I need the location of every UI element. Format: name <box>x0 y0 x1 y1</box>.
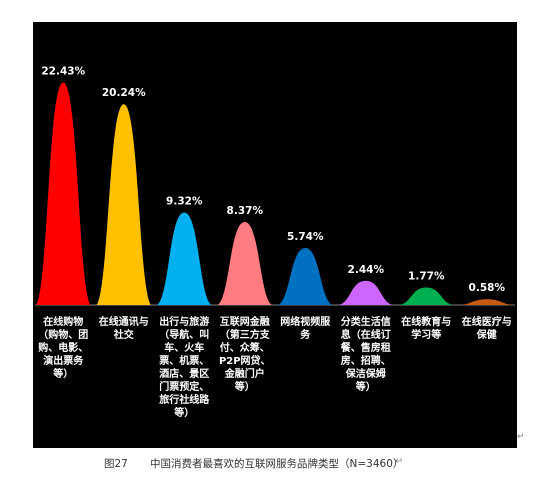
category-label-line: 付、众筹、 <box>220 341 270 354</box>
bar-8 <box>459 299 514 305</box>
category-label-line: 等） <box>53 367 73 380</box>
bar-2 <box>96 104 151 305</box>
data-label-8: 0.58% <box>469 282 506 294</box>
bar-6 <box>338 280 393 305</box>
category-label-line: 金融门户 <box>224 367 265 380</box>
category-label-line: 在线医疗与 <box>462 315 512 328</box>
category-label-line: 在线教育与 <box>401 315 451 328</box>
category-label-line: 互联网金融 <box>220 315 270 328</box>
data-label-7: 1.77% <box>408 270 445 282</box>
category-label-line: 购、电影、 <box>38 341 88 354</box>
category-label-line: 网络视频服 <box>280 315 331 328</box>
paragraph-return-mark: ↵ <box>517 432 525 442</box>
category-label-line: 保健 <box>476 328 497 341</box>
category-label-line: 房、招聘、 <box>341 354 391 367</box>
bar-5 <box>278 248 333 305</box>
category-label-line: 等） <box>356 380 376 393</box>
bar-1 <box>36 82 91 305</box>
category-label-line: 息（在线订 <box>341 328 391 341</box>
category-label-7: 在线教育与学习等 <box>401 315 451 341</box>
category-label-line: 等） <box>235 380 255 393</box>
category-label-4: 互联网金融（第三方支付、众筹、 P2P网贷、金融门户等） <box>219 315 271 393</box>
data-label-3: 9.32% <box>166 196 203 208</box>
category-label-line: 社交 <box>113 328 134 341</box>
caption-title: 中国消费者最喜欢的互联网服务品牌类型（N=3460） <box>150 458 404 470</box>
category-label-line: 旅行社线路 <box>159 393 210 406</box>
data-label-2: 20.24% <box>102 87 146 99</box>
bar-3 <box>157 212 212 305</box>
category-label-8: 在线医疗与保健 <box>462 315 512 341</box>
chart-panel: 22.43% 在线购物（购物、团购、电影、演出票务等） 20.24% 在线通讯与社交 9… <box>33 22 517 448</box>
data-label-6: 2.44% <box>348 264 385 276</box>
category-label-line: P2P网贷、 <box>219 354 271 367</box>
category-label-line: 在线通讯与 <box>99 315 149 328</box>
category-label-5: 网络视频服务 <box>280 315 331 341</box>
caption-return-mark: ↵ <box>395 456 404 467</box>
figure-caption: 图27 中国消费者最喜欢的互联网服务品牌类型（N=3460） <box>0 456 549 474</box>
bar-7 <box>399 287 454 305</box>
category-label-line: 分类生活信 <box>341 315 391 328</box>
chart-svg: 22.43%在线购物（购物、团购、电影、演出票务等）20.24%在线通讯与社交9… <box>35 65 515 419</box>
category-label-line: 票、机票、 <box>159 354 209 367</box>
category-label-line: 餐、售房租 <box>340 341 391 354</box>
category-label-line: 等） <box>174 406 194 419</box>
category-label-3: 出行与旅游（导航、叫车、火车票、机票、酒店、景区门票预定、旅行社线路等） <box>159 315 210 419</box>
category-label-line: 酒店、景区 <box>159 367 209 380</box>
category-label-line: 保洁保姆 <box>345 367 386 380</box>
caption-figure-number: 图27 <box>104 458 128 470</box>
category-label-6: 分类生活信息（在线订餐、售房租房、招聘、保洁保姆等） <box>340 315 391 393</box>
category-label-2: 在线通讯与社交 <box>99 315 149 341</box>
category-label-line: （第三方支 <box>220 328 271 341</box>
data-label-5: 5.74% <box>287 231 324 243</box>
category-label-line: （导航、叫 <box>159 328 209 341</box>
bar-4 <box>217 221 272 305</box>
category-label-line: 学习等 <box>411 328 441 341</box>
data-label-1: 22.43% <box>41 65 85 77</box>
category-label-1: 在线购物（购物、团购、电影、演出票务等） <box>38 315 88 380</box>
category-label-line: （购物、团 <box>38 328 88 341</box>
category-label-line: 在线购物 <box>43 315 83 328</box>
category-label-line: 演出票务 <box>43 354 84 367</box>
category-label-line: 务 <box>300 328 311 341</box>
data-label-4: 8.37% <box>227 205 264 217</box>
category-label-line: 出行与旅游 <box>159 315 209 328</box>
category-label-line: 车、火车 <box>164 341 204 354</box>
category-label-line: 门票预定、 <box>159 380 209 393</box>
